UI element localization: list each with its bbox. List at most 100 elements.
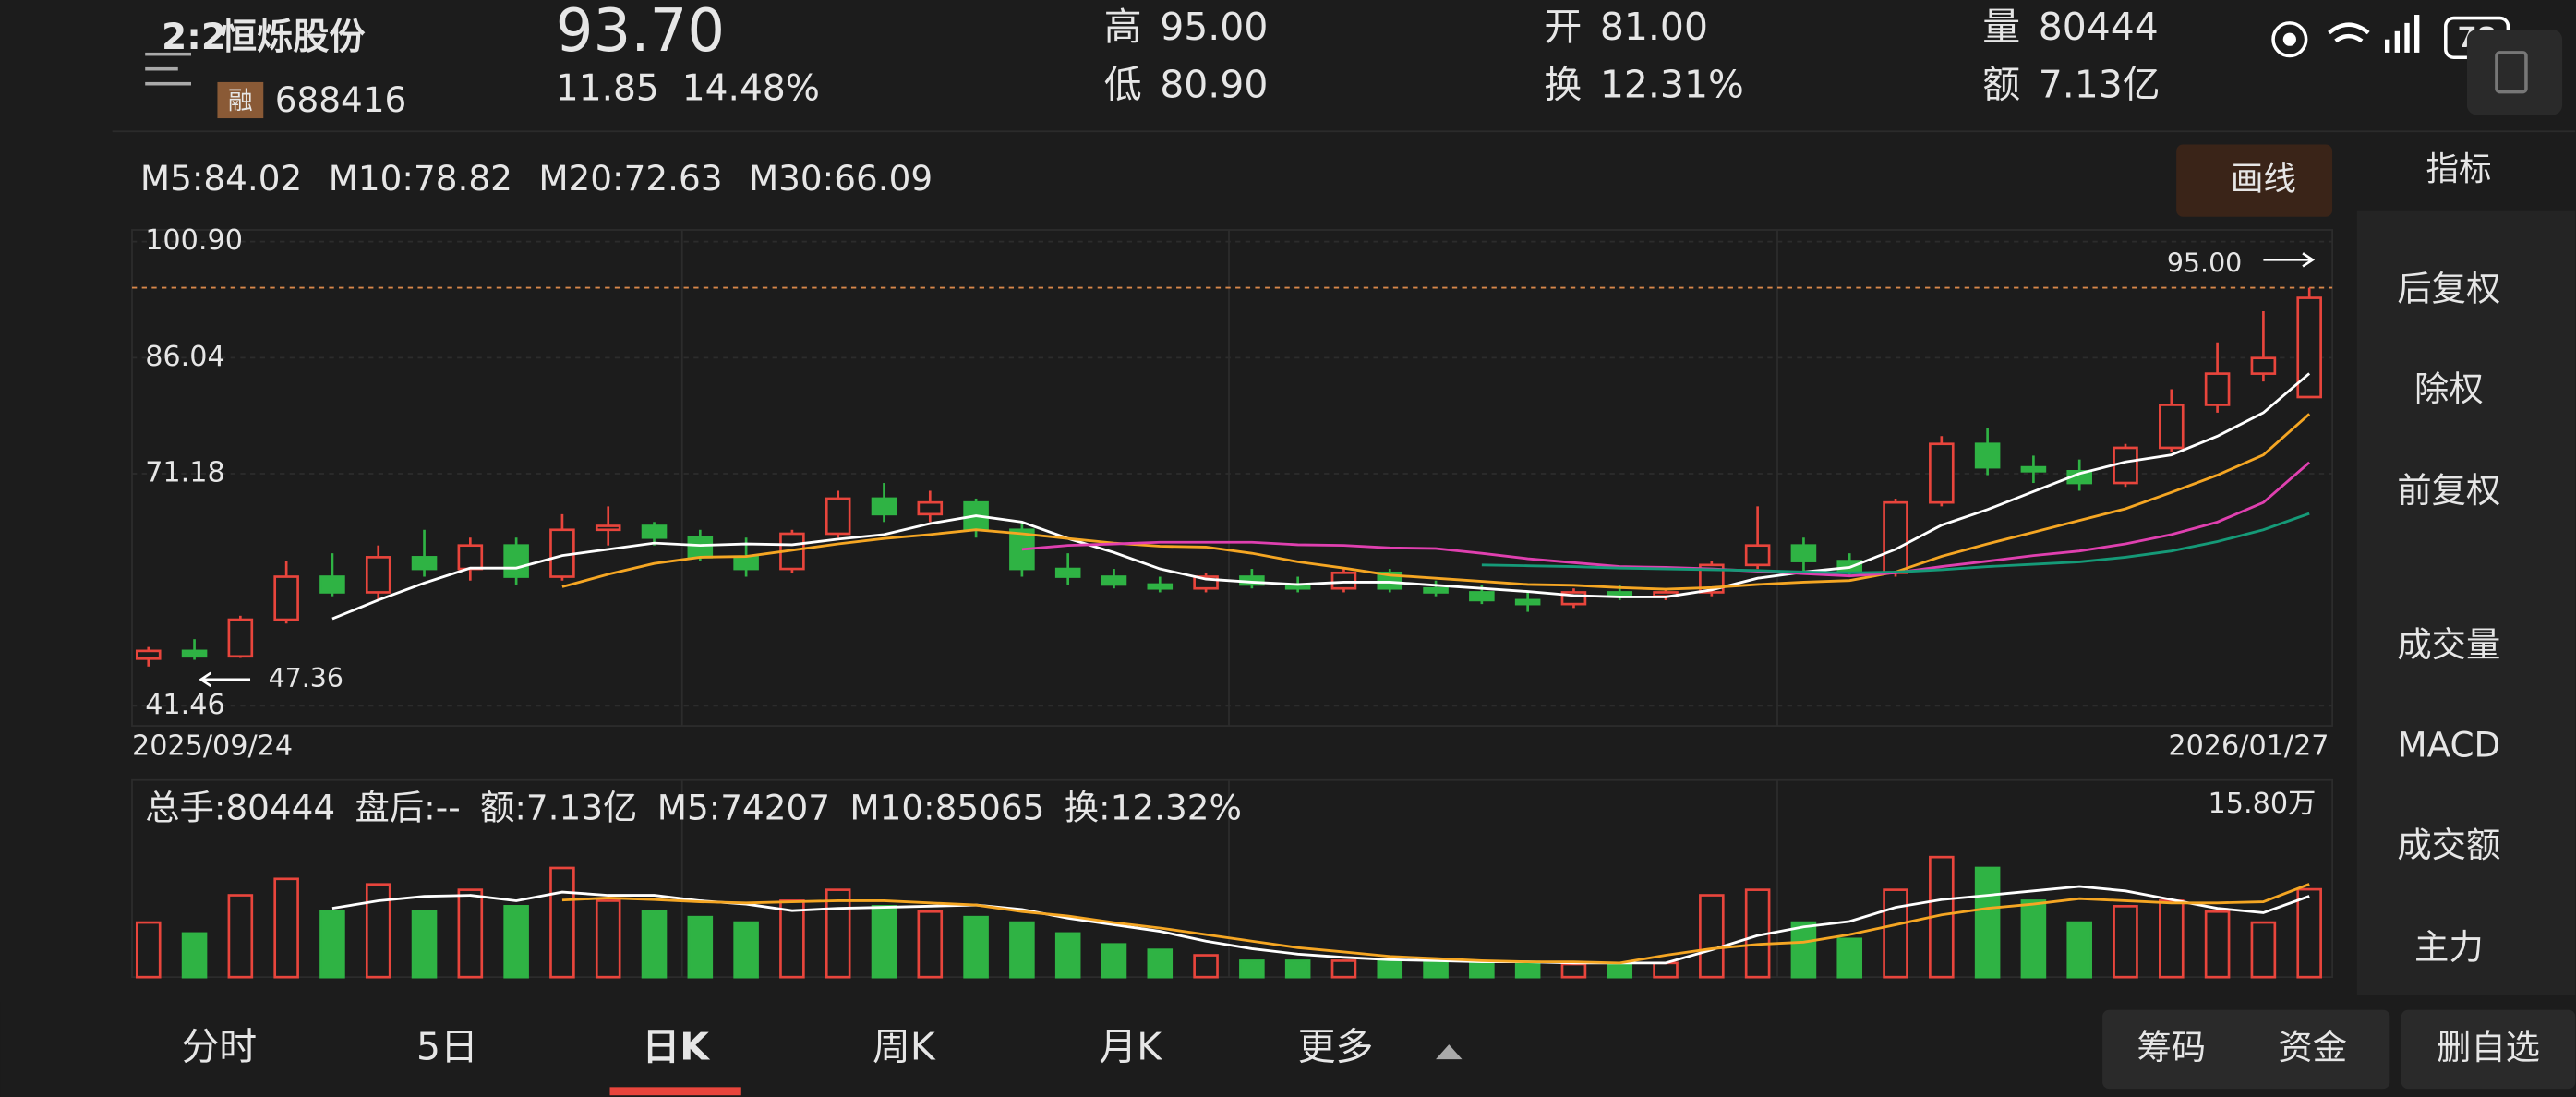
volume-bar	[1054, 932, 1081, 979]
side-menu-item[interactable]: 后复权	[2397, 268, 2500, 308]
volume-bar	[595, 899, 621, 979]
ma-line	[561, 413, 2311, 591]
side-menu-item[interactable]: 成交量	[2397, 624, 2500, 665]
volume-bar	[2020, 899, 2047, 979]
candle-body	[1514, 598, 1541, 606]
min-label: 47.36	[269, 663, 343, 693]
volume-legend-item: M10:85065	[849, 787, 1044, 827]
button[interactable]: 删自选	[2437, 1027, 2540, 1067]
volume-bar	[1514, 960, 1541, 979]
volume-bar	[1469, 961, 1495, 979]
stat-key: 高	[1104, 5, 1142, 49]
candle-body	[595, 524, 621, 532]
legend-item: M20:72.63	[538, 158, 722, 199]
volume-bar	[2159, 899, 2185, 979]
tab[interactable]: 5日	[416, 1024, 478, 1068]
stat-value: 95.00	[1160, 5, 1268, 49]
volume-bar	[2113, 905, 2138, 979]
volume-bar	[687, 915, 714, 979]
candle-body	[917, 500, 944, 516]
status-time: 2:2	[162, 17, 226, 58]
candle-body	[273, 575, 299, 621]
ma-line	[1481, 512, 2310, 574]
menu-icon[interactable]	[145, 52, 191, 86]
volume-bar	[227, 894, 254, 979]
volume-legend-item: M5:74207	[657, 787, 830, 827]
volume-bar	[1284, 959, 1311, 979]
plot: 100.90 86.04 71.18 41.46 95.00 47.36 15.80万	[131, 224, 2333, 979]
volume-bar	[2204, 910, 2231, 979]
volume-bar	[2296, 887, 2322, 979]
volume-bar	[1974, 866, 2001, 979]
tab-underline	[609, 1087, 741, 1096]
side-panel	[2356, 210, 2576, 995]
candle-body	[181, 649, 208, 658]
button-bg	[2401, 1009, 2576, 1090]
side-menu-item[interactable]: 主力	[2414, 926, 2484, 967]
volume-bar	[733, 921, 759, 979]
volume-bar	[457, 888, 484, 979]
button[interactable]: 筹码	[2137, 1027, 2206, 1067]
volume-bar	[1836, 937, 1863, 979]
candle-body	[411, 556, 438, 571]
candle-body	[1054, 567, 1081, 578]
ma-legend: M5:84.02 M10:78.82 M20:72.63 M30:66.09	[140, 158, 933, 199]
volume-bar	[1790, 921, 1817, 979]
volume-legend: 总手:80444 盘后:-- 额:7.13亿 M5:74207 M10:85065 换: 1…	[145, 787, 1242, 827]
candle-body	[871, 497, 897, 516]
volume-bar	[1560, 962, 1587, 979]
y-tick-label: 41.46	[145, 689, 225, 721]
chart-frame	[131, 229, 2333, 979]
candle-body	[503, 544, 529, 578]
volume-legend-item: 额:7.13亿	[480, 787, 637, 827]
side-menu-item[interactable]: 前复权	[2397, 470, 2500, 511]
ma-line	[331, 372, 2311, 621]
volume-bar	[319, 910, 345, 979]
start-date: 2025/09/24	[132, 730, 293, 763]
volume-bar	[1423, 961, 1449, 979]
volume-bar	[1101, 943, 1127, 979]
candle-body	[733, 556, 759, 571]
candle-body	[1330, 571, 1357, 590]
volume-bar	[549, 866, 575, 979]
end-date: 2026/01/27	[2168, 730, 2329, 763]
fullscreen-button[interactable]	[2466, 30, 2563, 115]
candle-body	[641, 524, 668, 539]
candle-body	[825, 497, 851, 536]
volume-bar	[503, 905, 529, 979]
change: 11.85	[556, 67, 659, 109]
side-menu-item[interactable]: MACD	[2397, 725, 2500, 765]
volume-bar	[181, 932, 208, 979]
candle-body	[457, 544, 484, 571]
legend-item: M5:84.02	[140, 158, 302, 199]
draw-button[interactable]	[2176, 144, 2333, 217]
tab[interactable]: 分时	[181, 1024, 257, 1068]
tabs: 分时 5日 日K 周K 月K 更多	[181, 1024, 1374, 1096]
stat-value: 7.13亿	[2039, 62, 2161, 106]
candle-body	[2204, 372, 2231, 406]
stat-value: 12.31%	[1600, 62, 1744, 106]
more-arrow	[1436, 1044, 1463, 1060]
side-menu-item[interactable]: 除权	[2414, 368, 2484, 409]
change-pct: 14.48%	[682, 67, 820, 109]
candle-body	[1101, 575, 1127, 586]
ma-line	[561, 883, 2310, 965]
tab[interactable]: 日K	[642, 1024, 710, 1068]
volume-bar	[1009, 921, 1035, 979]
tab[interactable]: 月K	[1099, 1024, 1162, 1068]
candle-body	[1469, 591, 1495, 602]
indicator-label[interactable]: 指标	[2426, 151, 2491, 188]
tab[interactable]: 更多	[1298, 1024, 1374, 1068]
badge: 融	[228, 87, 253, 115]
side-menu-item[interactable]: 成交额	[2397, 825, 2500, 865]
volume-bar	[1607, 962, 1633, 979]
volume-bar	[135, 921, 162, 979]
legend-item: M10:78.82	[329, 158, 512, 199]
button[interactable]: 资金	[2278, 1027, 2347, 1067]
volume-bar	[2066, 921, 2092, 979]
candle-body	[687, 536, 714, 559]
candle-body	[227, 618, 254, 658]
y-tick-label: 100.90	[145, 224, 243, 257]
ma-line	[331, 885, 2310, 965]
tab[interactable]: 周K	[873, 1024, 936, 1068]
